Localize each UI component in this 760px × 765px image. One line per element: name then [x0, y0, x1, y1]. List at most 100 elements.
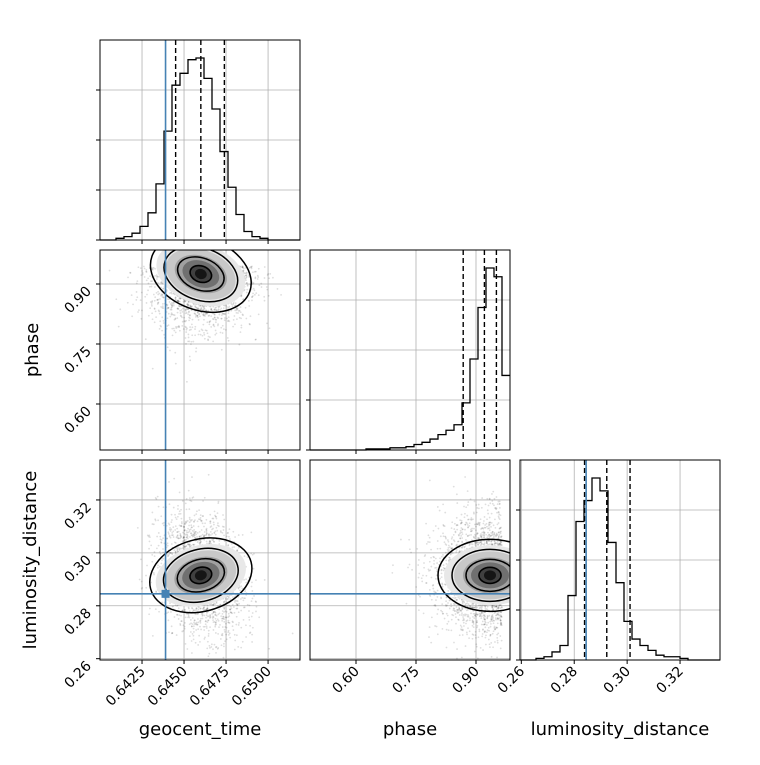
scatter-point [437, 633, 439, 635]
scatter-point [163, 322, 165, 324]
scatter-point [177, 312, 179, 314]
scatter-point [450, 603, 452, 605]
scatter-point [200, 629, 202, 631]
scatter-point [136, 282, 138, 284]
scatter-point [145, 338, 147, 340]
scatter-point [212, 528, 214, 530]
scatter-point [219, 624, 221, 626]
scatter-point [218, 540, 220, 542]
scatter-point [269, 273, 271, 275]
scatter-point [145, 269, 147, 271]
scatter-point [208, 630, 210, 632]
scatter-point [249, 604, 251, 606]
scatter-point [185, 331, 187, 333]
scatter-point [233, 546, 235, 548]
scatter-point [155, 497, 157, 499]
scatter-point [203, 526, 205, 528]
scatter-point [197, 312, 199, 314]
scatter-point [436, 596, 438, 598]
scatter-point [180, 509, 182, 511]
scatter-point [184, 539, 186, 541]
scatter-point [206, 530, 208, 532]
scatter-point [233, 302, 235, 304]
scatter-point [136, 280, 138, 282]
scatter-point [153, 523, 155, 525]
scatter-point [160, 295, 162, 297]
scatter-point [176, 518, 178, 520]
scatter-point [478, 504, 480, 506]
scatter-point [491, 522, 493, 524]
scatter-point [157, 294, 159, 296]
scatter-point [268, 277, 270, 279]
scatter-point [167, 531, 169, 533]
scatter-point [190, 631, 192, 633]
scatter-point [479, 630, 481, 632]
scatter-point [469, 630, 471, 632]
scatter-point [137, 311, 139, 313]
scatter-point [135, 299, 137, 301]
scatter-point [179, 547, 181, 549]
scatter-point [240, 306, 242, 308]
scatter-point [202, 522, 204, 524]
scatter-point [182, 308, 184, 310]
scatter-point [188, 508, 190, 510]
scatter-point [190, 533, 192, 535]
scatter-point [257, 278, 259, 280]
scatter-point [277, 288, 279, 290]
scatter-point [234, 536, 236, 538]
scatter-point [229, 637, 231, 639]
scatter-point [491, 513, 493, 515]
scatter-point [196, 510, 198, 512]
scatter-point [150, 286, 152, 288]
scatter-point [163, 320, 165, 322]
scatter-point [158, 611, 160, 613]
scatter-point [160, 515, 162, 517]
scatter-point [161, 316, 163, 318]
scatter-point [129, 272, 131, 274]
scatter-point [218, 620, 220, 622]
scatter-point [214, 314, 216, 316]
scatter-point [497, 642, 499, 644]
scatter-point [181, 309, 183, 311]
scatter-point [208, 315, 210, 317]
scatter-point [232, 547, 234, 549]
scatter-point [449, 546, 451, 548]
scatter-point [191, 652, 193, 654]
scatter-point [198, 526, 200, 528]
scatter-point [175, 327, 177, 329]
scatter-point [247, 285, 249, 287]
scatter-point [190, 619, 192, 621]
scatter-point [230, 611, 232, 613]
scatter-point [162, 552, 164, 554]
scatter-point [188, 311, 190, 313]
scatter-point [216, 309, 218, 311]
scatter-point [253, 568, 255, 570]
scatter-point [189, 531, 191, 533]
scatter-point [206, 625, 208, 627]
scatter-point [158, 506, 160, 508]
scatter-point [177, 508, 179, 510]
scatter-point [225, 598, 227, 600]
scatter-point [249, 632, 251, 634]
scatter-point [149, 275, 151, 277]
scatter-point [156, 536, 158, 538]
scatter-point [212, 619, 214, 621]
scatter-point [203, 536, 205, 538]
scatter-point [410, 552, 412, 554]
scatter-point [180, 513, 182, 515]
scatter-point [171, 328, 173, 330]
scatter-point [173, 549, 175, 551]
scatter-point [238, 310, 240, 312]
scatter-point [241, 597, 243, 599]
scatter-point [150, 544, 152, 546]
scatter-point [217, 618, 219, 620]
scatter-point [155, 591, 157, 593]
scatter-point [236, 312, 238, 314]
scatter-point [496, 637, 498, 639]
scatter-point [188, 607, 190, 609]
scatter-point [173, 314, 175, 316]
scatter-point [220, 530, 222, 532]
scatter-point [210, 531, 212, 533]
scatter-point [220, 318, 222, 320]
